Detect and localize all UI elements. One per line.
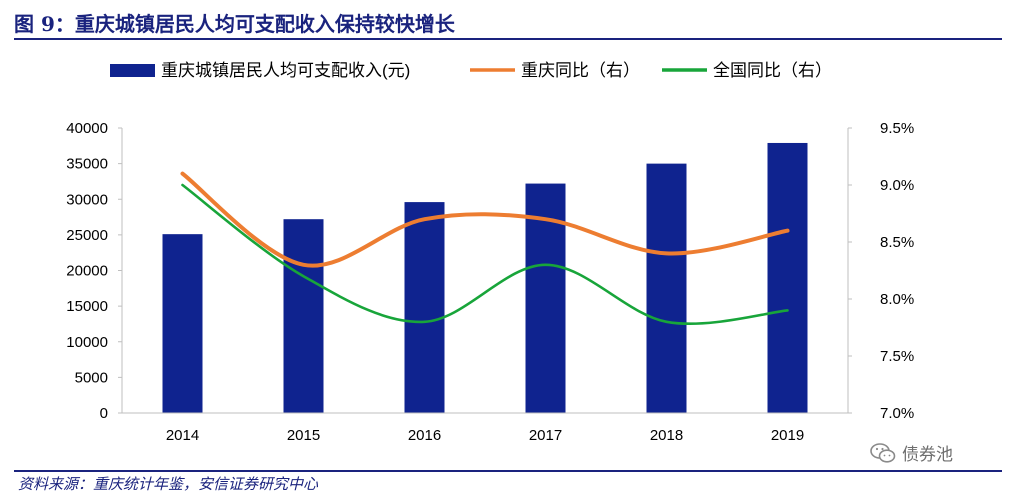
legend-label-1: 重庆同比（右） (521, 61, 640, 80)
chongqing-yoy-line (180, 171, 790, 268)
source-divider (14, 470, 1002, 472)
bar-2019 (767, 142, 808, 413)
bar-2014 (162, 234, 203, 413)
x-tick-label: 2014 (166, 427, 199, 444)
bar-2016 (404, 202, 445, 413)
right-tick-label: 8.0% (880, 291, 914, 308)
figure-title: 图 9：重庆城镇居民人均可支配收入保持较快增长 (14, 12, 455, 36)
right-tick-label: 7.0% (880, 405, 914, 422)
right-axis: 7.0% 7.5% 8.0% 8.5% 9.0% 9.5% (847, 120, 914, 422)
bar-2018 (646, 163, 687, 413)
x-tick-label: 2018 (650, 427, 683, 444)
bar-2015 (283, 219, 324, 413)
right-tick-label: 8.5% (880, 234, 914, 251)
x-tick-label: 2016 (408, 427, 441, 444)
bar-series (162, 142, 808, 413)
left-tick-label: 0 (100, 405, 108, 422)
national-yoy-line (181, 183, 789, 326)
left-tick-label: 10000 (66, 334, 108, 351)
left-tick-label: 15000 (66, 298, 108, 315)
left-axis: 0 5000 10000 15000 20000 25000 30000 35000 40000 (66, 120, 123, 422)
x-axis: 2014 2015 2016 2017 2018 2019 (122, 412, 848, 444)
right-tick-label: 9.0% (880, 177, 914, 194)
legend: 重庆城镇居民人均可支配收入(元) 重庆同比（右） 全国同比（右） (110, 61, 832, 80)
source-note: 资料来源：重庆统计年鉴，安信证券研究中心 (18, 475, 319, 493)
x-tick-label: 2017 (529, 427, 562, 444)
x-tick-label: 2019 (771, 427, 804, 444)
watermark-text: 债券池 (902, 445, 953, 465)
x-tick-label: 2015 (287, 427, 320, 444)
left-tick-label: 30000 (66, 191, 108, 208)
left-tick-label: 5000 (75, 369, 108, 386)
left-tick-label: 40000 (66, 120, 108, 137)
line-series (180, 171, 790, 326)
right-tick-label: 7.5% (880, 348, 914, 365)
left-tick-label: 25000 (66, 227, 108, 244)
left-tick-label: 20000 (66, 263, 108, 280)
legend-label-0: 重庆城镇居民人均可支配收入(元) (161, 61, 410, 80)
right-tick-label: 9.5% (880, 120, 914, 137)
title-bar: 图 9：重庆城镇居民人均可支配收入保持较快增长 (14, 6, 1002, 40)
wechat-icon (870, 442, 896, 463)
legend-swatch-bar (110, 64, 155, 77)
legend-label-2: 全国同比（右） (713, 61, 832, 80)
watermark: 债券池 (870, 440, 953, 465)
chart: 重庆城镇居民人均可支配收入(元) 重庆同比（右） 全国同比（右） 0 5000 1000… (66, 61, 914, 444)
left-tick-label: 35000 (66, 156, 108, 173)
